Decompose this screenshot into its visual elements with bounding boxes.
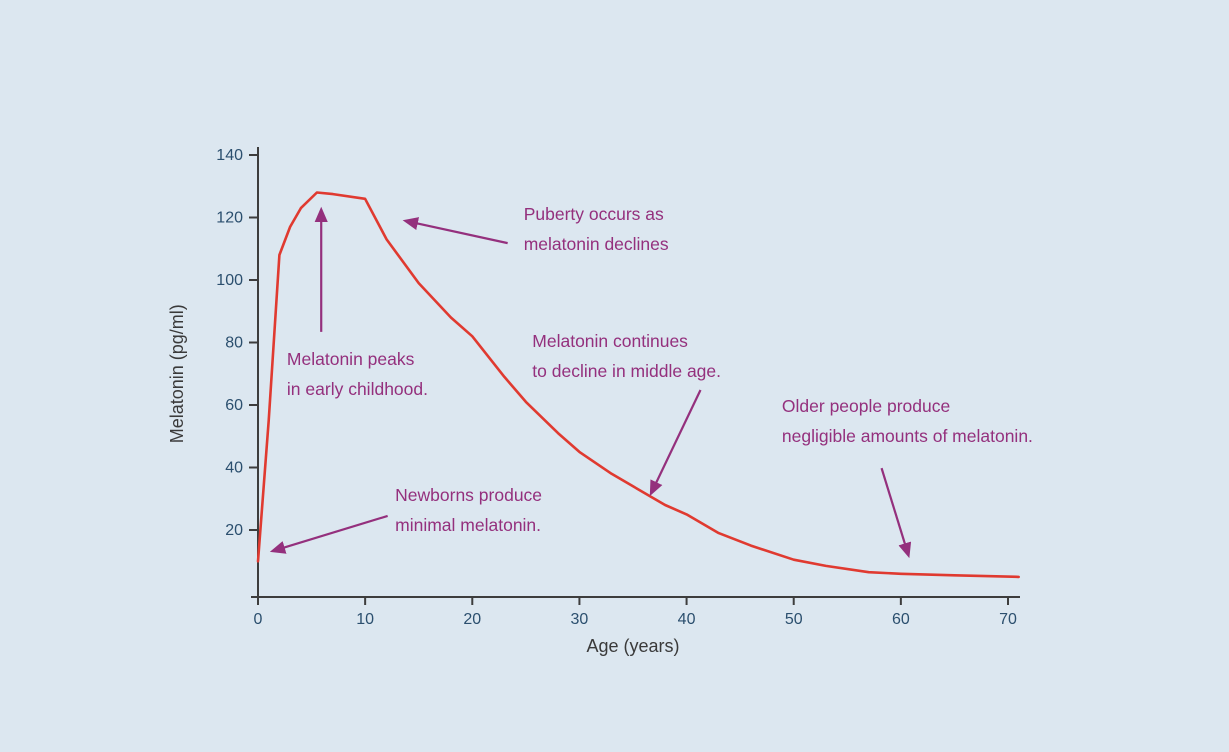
annotation-text: to decline in middle age. xyxy=(532,361,721,381)
annotation-text: Newborns produce xyxy=(395,485,542,505)
y-tick-label: 40 xyxy=(225,460,243,477)
x-tick-label: 30 xyxy=(571,611,589,628)
x-tick-label: 70 xyxy=(999,611,1017,628)
y-tick-label: 140 xyxy=(216,147,243,164)
annotation-text: negligible amounts of melatonin. xyxy=(782,426,1033,446)
annotation-arrow xyxy=(402,217,508,245)
annotation: Newborns produce minimal melatonin. xyxy=(269,485,542,554)
annotation: Older people produce negligible amounts o… xyxy=(782,396,1033,559)
annotation-text: melatonin declines xyxy=(524,234,669,254)
annotation-text: Melatonin continues xyxy=(532,331,688,351)
annotation-text: Older people produce xyxy=(782,396,950,416)
x-tick-label: 60 xyxy=(892,611,910,628)
annotation-text: in early childhood. xyxy=(287,379,428,399)
axes: 20 40 60 80 100 120 140 0 10 20 30 40 50 60 70 Melatoni… xyxy=(167,147,1020,656)
y-tick-label: 100 xyxy=(216,272,243,289)
y-tick-label: 20 xyxy=(225,522,243,539)
annotation-arrow xyxy=(269,514,388,554)
x-tick-label: 20 xyxy=(463,611,481,628)
annotation-arrow xyxy=(880,467,912,559)
x-tick-label: 50 xyxy=(785,611,803,628)
annotation: Puberty occurs as melatonin declines xyxy=(402,204,669,254)
x-axis-label: Age (years) xyxy=(586,636,679,656)
x-tick-label: 40 xyxy=(678,611,696,628)
annotation-text: minimal melatonin. xyxy=(395,515,541,535)
y-tick-label: 60 xyxy=(225,397,243,414)
x-tick-label: 0 xyxy=(254,611,263,628)
x-tick-label: 10 xyxy=(356,611,374,628)
annotation-arrow xyxy=(649,389,702,497)
annotation-text: Puberty occurs as xyxy=(524,204,664,224)
annotation: Melatonin continues to decline in middle … xyxy=(532,331,721,497)
y-axis-label: Melatonin (pg/ml) xyxy=(167,304,187,443)
annotation-text: Melatonin peaks xyxy=(287,349,415,369)
y-tick-label: 120 xyxy=(216,210,243,227)
annotation: Melatonin peaks in early childhood. xyxy=(287,206,428,399)
y-tick-label: 80 xyxy=(225,335,243,352)
melatonin-curve xyxy=(256,191,1021,579)
